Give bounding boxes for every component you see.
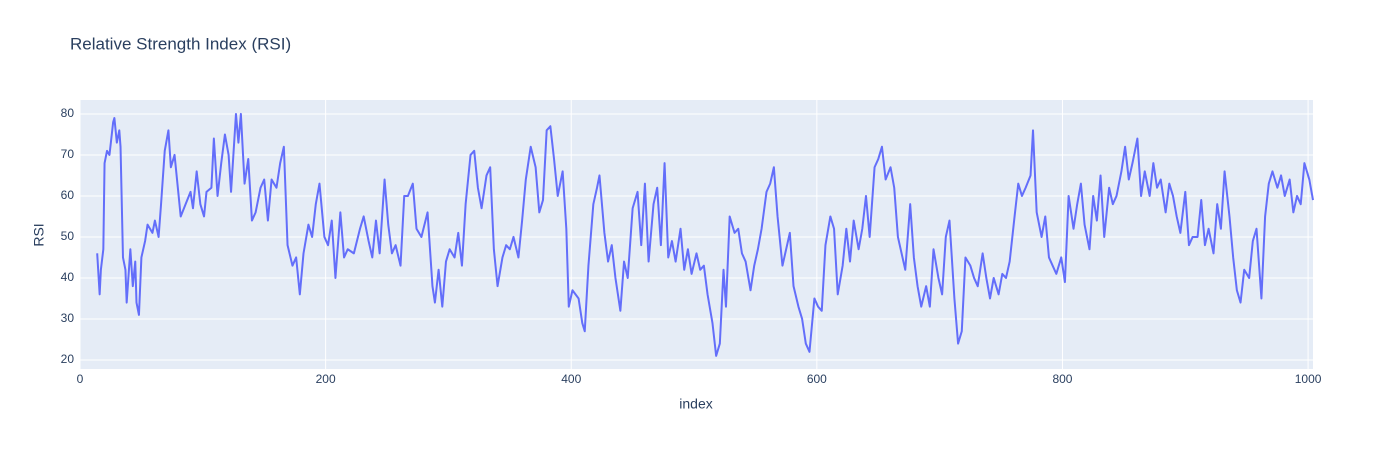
x-tick-label: 0 [77,372,84,386]
rsi-line [96,112,1314,357]
y-tick-label: 30 [61,311,75,325]
y-tick-label: 50 [61,229,75,243]
y-tick-label: 80 [61,106,75,120]
y-tick-label: 60 [61,188,75,202]
y-tick-label: 70 [61,147,75,161]
x-tick-label: 800 [1052,372,1072,386]
x-tick-label: 600 [807,372,827,386]
x-tick-label: 200 [316,372,336,386]
plot-area [80,100,1313,369]
x-axis-title: index [679,396,712,412]
x-tick-label: 400 [561,372,581,386]
y-tick-label: 40 [61,270,75,284]
x-tick-label: 1000 [1295,372,1322,386]
y-axis-title: RSI [31,223,47,246]
chart-title: Relative Strength Index (RSI) [70,34,291,53]
y-tick-label: 20 [61,352,75,366]
